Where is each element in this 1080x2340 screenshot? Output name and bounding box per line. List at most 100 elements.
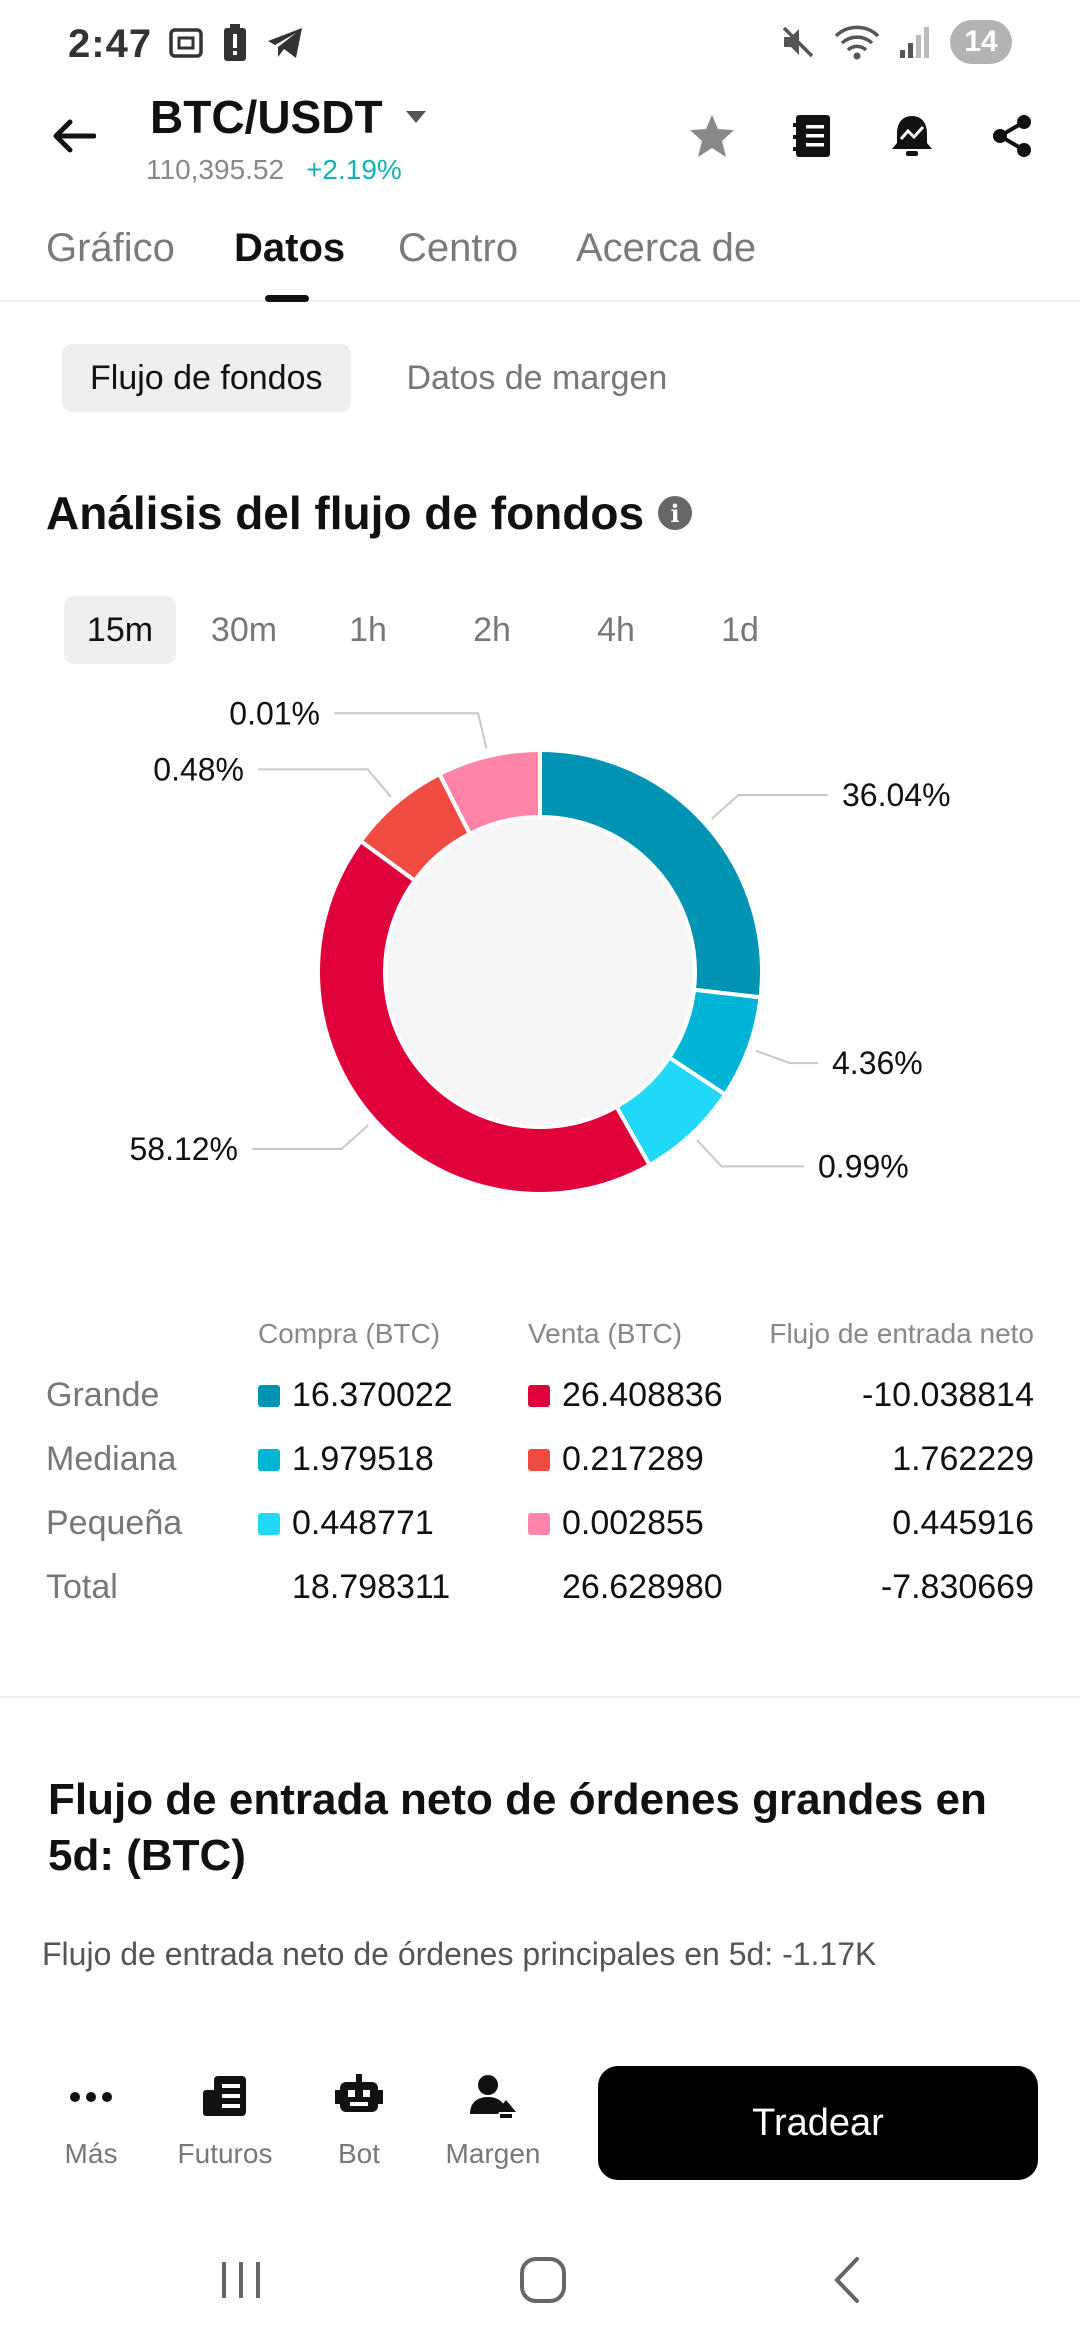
nav-margen-label: Margen xyxy=(445,2138,541,2169)
tab-grafico[interactable]: Gráfico xyxy=(46,226,175,270)
buy-value: 16.370022 xyxy=(292,1376,453,1414)
net-value: 0.445916 xyxy=(892,1504,1034,1542)
donut-svg: 36.04% 4.36% 0.99% 58.12% 0.48% 0.01% xyxy=(129,695,951,1196)
row-label: Grande xyxy=(46,1376,160,1414)
status-bar: 2:47 14 xyxy=(0,0,1080,90)
buy-value: 1.979518 xyxy=(292,1440,434,1478)
table-row-mediana: Mediana 1.979518 0.217289 1.762229 xyxy=(0,1440,1080,1500)
arrow-left-icon xyxy=(53,119,96,153)
leader-line-3 xyxy=(252,1124,369,1151)
header-actions xyxy=(684,108,1040,164)
price-alert-button[interactable] xyxy=(884,108,940,164)
status-right-icons: 14 xyxy=(780,20,1012,64)
header-buy: Compra (BTC) xyxy=(258,1318,441,1349)
period-2h[interactable]: 2h xyxy=(473,610,511,649)
period-1h[interactable]: 1h xyxy=(349,610,387,649)
telegram-icon xyxy=(268,28,302,58)
price-alert-icon xyxy=(892,116,932,156)
home-icon xyxy=(520,2257,566,2303)
slice-label-5: 0.01% xyxy=(229,695,320,731)
total-net: -7.830669 xyxy=(880,1568,1034,1606)
row-label: Total xyxy=(46,1568,118,1606)
back-button[interactable] xyxy=(44,106,104,166)
nav-bot[interactable]: Bot xyxy=(294,2072,424,2170)
large-orders-subtitle: Flujo de entrada neto de órdenes princip… xyxy=(42,1936,877,1972)
sell-value: 0.002855 xyxy=(562,1504,704,1542)
pair-change: +2.19% xyxy=(306,154,402,185)
slice-label-4: 0.48% xyxy=(153,751,244,787)
status-time: 2:47 xyxy=(68,22,153,66)
donut-slice-5[interactable] xyxy=(436,747,542,837)
tab-centro[interactable]: Centro xyxy=(398,226,519,270)
sell-value: 26.408836 xyxy=(562,1376,723,1414)
section-title-text: Análisis del flujo de fondos xyxy=(46,487,645,539)
mute-icon xyxy=(782,26,814,58)
tab-datos[interactable]: Datos xyxy=(234,226,346,270)
recents-button[interactable] xyxy=(206,2250,276,2310)
back-icon xyxy=(834,2257,859,2303)
swatch-buy-small xyxy=(258,1512,280,1535)
screenshot-icon xyxy=(169,28,203,58)
header-sell: Venta (BTC) xyxy=(528,1318,683,1349)
pair-price: 110,395.52 xyxy=(146,154,285,185)
nav-more[interactable]: Más xyxy=(26,2072,156,2170)
period-selector: 15m 30m 1h 2h 4h 1d xyxy=(64,596,808,664)
sell-cell: 0.217289 xyxy=(528,1440,704,1479)
sell-cell: 26.408836 xyxy=(528,1376,723,1415)
large-orders-title: Flujo de entrada neto de órdenes grandes… xyxy=(48,1775,987,1880)
leader-line-0 xyxy=(711,793,828,820)
share-icon xyxy=(993,115,1031,157)
nav-futuros[interactable]: Futuros xyxy=(160,2072,290,2170)
star-icon xyxy=(690,115,734,157)
pair-selector[interactable]: BTC/USDT xyxy=(150,90,427,144)
bot-icon xyxy=(335,2074,383,2112)
subtab-datos-de-margen[interactable]: Datos de margen xyxy=(406,358,668,397)
buy-cell: 16.370022 xyxy=(258,1376,453,1415)
notes-button[interactable] xyxy=(784,108,840,164)
nav-margen[interactable]: Margen xyxy=(428,2072,558,2170)
table-row-pequena: Pequeña 0.448771 0.002855 0.445916 xyxy=(0,1504,1080,1564)
period-4h[interactable]: 4h xyxy=(597,610,635,649)
recents-icon xyxy=(222,2262,260,2298)
signal-icon xyxy=(900,27,929,58)
status-left-icons xyxy=(168,24,304,62)
slice-label-0: 36.04% xyxy=(842,777,951,813)
donut-slice-3[interactable] xyxy=(316,838,653,1196)
main-tabs: Gráfico Datos Centro Acerca de xyxy=(0,210,1080,302)
period-15m[interactable]: 15m xyxy=(64,596,176,664)
period-1d[interactable]: 1d xyxy=(721,610,759,649)
home-button[interactable] xyxy=(508,2250,578,2310)
pair-price-row: 110,395.52 +2.19% xyxy=(146,154,402,186)
net-value: 1.762229 xyxy=(892,1440,1034,1478)
donut-slice-0[interactable] xyxy=(538,747,764,1000)
wifi-icon xyxy=(834,25,880,60)
nav-bot-label: Bot xyxy=(337,2138,381,2169)
leader-line-1 xyxy=(755,1049,818,1065)
bottom-action-bar: Más Futuros Bot Margen xyxy=(0,2050,1080,2210)
swatch-sell-large xyxy=(528,1384,550,1407)
slice-label-2: 0.99% xyxy=(818,1148,909,1184)
trade-button[interactable]: Tradear xyxy=(598,2066,1038,2180)
share-button[interactable] xyxy=(984,108,1040,164)
swatch-sell-small xyxy=(528,1512,550,1535)
row-label: Pequeña xyxy=(46,1504,183,1542)
fund-flow-donut-chart: 36.04% 4.36% 0.99% 58.12% 0.48% 0.01% xyxy=(0,680,1080,1240)
leader-line-4 xyxy=(258,768,392,798)
futures-icon xyxy=(203,2076,246,2116)
info-icon[interactable]: i xyxy=(658,496,693,530)
favorite-button[interactable] xyxy=(684,108,740,164)
subtab-flujo-de-fondos[interactable]: Flujo de fondos xyxy=(62,344,351,412)
leader-line-5 xyxy=(334,712,488,749)
slice-label-3: 58.12% xyxy=(129,1131,238,1167)
margin-icon xyxy=(470,2075,516,2118)
slice-label-1: 4.36% xyxy=(832,1045,923,1081)
section-divider xyxy=(0,1696,1080,1698)
sell-value: 0.217289 xyxy=(562,1440,704,1478)
tab-acerca-de[interactable]: Acerca de xyxy=(576,226,757,270)
buy-cell: 0.448771 xyxy=(258,1504,434,1543)
caret-down-icon xyxy=(405,111,426,123)
period-30m[interactable]: 30m xyxy=(210,610,278,649)
back-nav-button[interactable] xyxy=(812,2250,882,2310)
pair-name: BTC/USDT xyxy=(150,91,383,143)
nav-more-label: Más xyxy=(64,2138,118,2169)
